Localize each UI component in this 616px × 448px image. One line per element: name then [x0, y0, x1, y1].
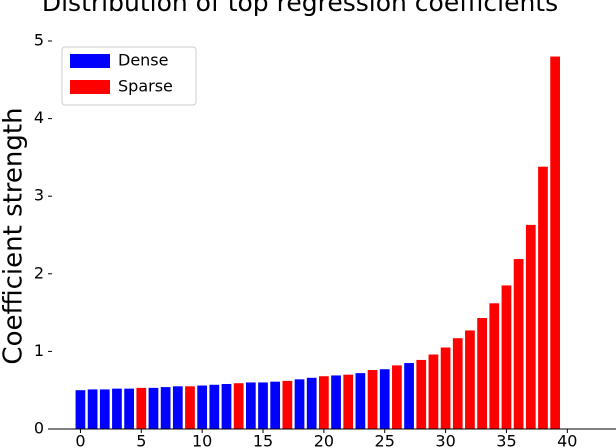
bar	[513, 259, 524, 429]
bar	[282, 380, 293, 429]
y-tick-label: 2	[34, 263, 44, 282]
bar	[440, 347, 451, 429]
bar	[367, 370, 378, 429]
bar	[319, 376, 329, 429]
y-tick-label: 5	[34, 31, 44, 50]
bar	[331, 375, 341, 429]
y-tick-label: 4	[34, 108, 44, 127]
bar	[99, 389, 110, 429]
bar	[379, 369, 390, 429]
bar	[258, 382, 268, 429]
y-tick-label: 0	[34, 419, 44, 438]
bar	[294, 379, 305, 429]
bar	[221, 383, 232, 429]
bar	[392, 365, 402, 429]
bar	[148, 387, 159, 429]
x-tick-label: 30	[435, 432, 455, 448]
legend-swatch	[70, 54, 110, 68]
x-tick-label: 0	[75, 432, 85, 448]
legend-label: Dense	[118, 51, 168, 70]
bar	[550, 56, 561, 430]
bar	[87, 389, 98, 429]
bar	[209, 384, 220, 429]
x-tick-label: 5	[136, 432, 146, 448]
x-tick-label: 15	[253, 432, 273, 448]
x-tick-label: 35	[496, 432, 516, 448]
y-axis-label: Coefficient strength	[0, 107, 29, 364]
bar	[416, 359, 427, 429]
bar	[404, 363, 414, 429]
bar	[477, 318, 487, 429]
bar	[465, 330, 475, 429]
x-tick-label: 20	[314, 432, 334, 448]
bar	[306, 377, 317, 429]
bar	[136, 387, 147, 429]
bar	[489, 303, 500, 429]
bar	[452, 338, 463, 429]
bar	[538, 166, 548, 429]
x-tick-label: 40	[557, 432, 577, 448]
bar	[233, 383, 244, 429]
legend-swatch	[70, 80, 110, 94]
bar	[75, 390, 86, 429]
y-tick-label: 3	[34, 186, 44, 205]
x-tick-label: 25	[375, 432, 395, 448]
bar	[355, 373, 366, 429]
bar	[160, 387, 171, 429]
legend-label: Sparse	[118, 77, 173, 96]
chart-title: Distribution of top regression coefficie…	[42, 0, 558, 17]
bar	[245, 382, 256, 429]
bar	[172, 386, 183, 429]
bar	[525, 224, 536, 429]
bar	[185, 386, 195, 429]
y-tick-label: 1	[34, 341, 44, 360]
bar	[343, 374, 354, 429]
bar	[501, 285, 512, 429]
bar	[112, 388, 122, 429]
bar	[197, 385, 208, 429]
bar	[428, 354, 439, 429]
bar	[270, 381, 281, 429]
x-tick-label: 10	[192, 432, 212, 448]
bar	[124, 388, 134, 429]
